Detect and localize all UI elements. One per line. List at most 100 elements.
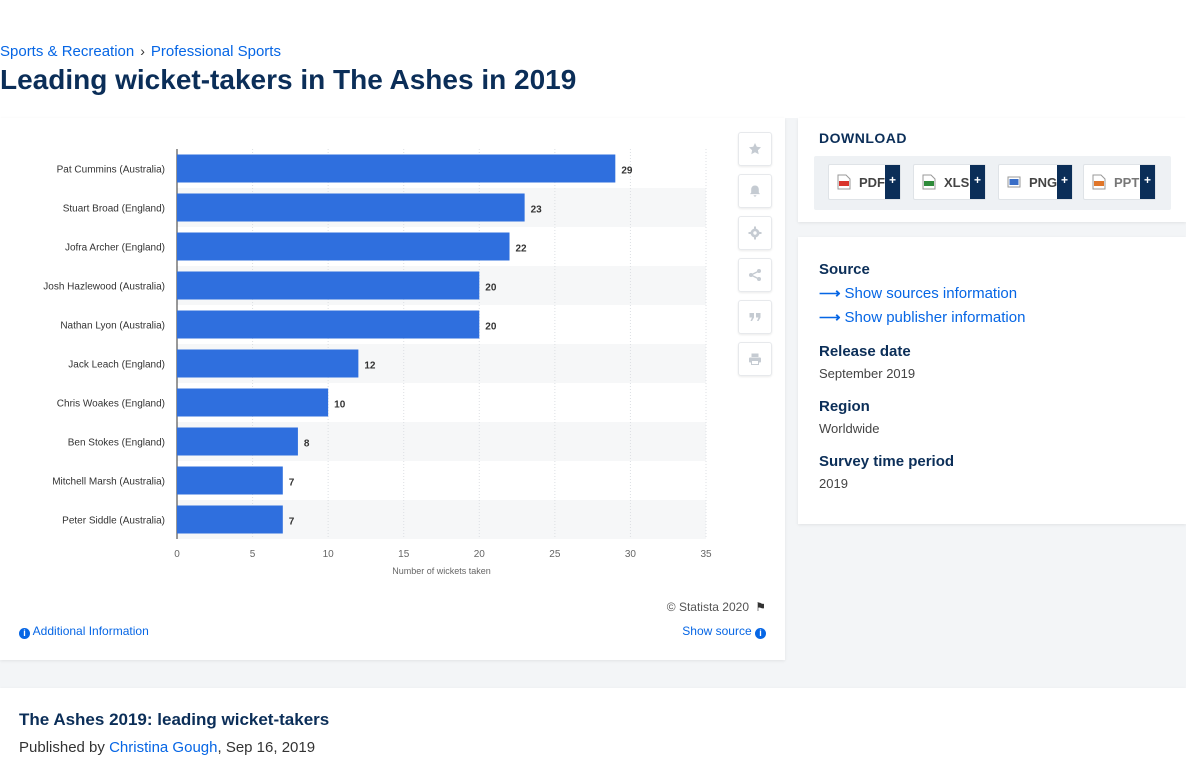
bar [177, 388, 329, 417]
ppt-file-icon [1092, 174, 1106, 190]
breadcrumb-separator-icon: › [140, 43, 145, 59]
x-tick-label: 30 [625, 549, 637, 560]
category-label: Peter Siddle (Australia) [62, 516, 165, 527]
xls-file-icon [922, 174, 936, 190]
additional-information-link[interactable]: i Additional Information [19, 624, 149, 639]
cite-button[interactable] [738, 300, 772, 334]
x-tick-label: 20 [474, 549, 486, 560]
data-label: 20 [485, 283, 497, 294]
show-sources-link[interactable]: ⟶ Show sources information [819, 284, 1017, 302]
article-card: The Ashes 2019: leading wicket-takers Pu… [0, 688, 1186, 760]
png-plus-icon[interactable]: + [1057, 165, 1072, 199]
copyright-text: © Statista 2020 [666, 600, 749, 614]
download-card: DOWNLOAD PDF + XLS + PNG + PPT + [798, 118, 1186, 222]
show-sources-label: Show sources information [844, 285, 1018, 302]
x-tick-label: 0 [174, 549, 180, 560]
release-date-heading: Release date [819, 343, 911, 360]
data-label: 20 [485, 322, 497, 333]
print-icon [749, 353, 761, 365]
category-label: Pat Cummins (Australia) [57, 165, 165, 176]
breadcrumb-parent-link[interactable]: Sports & Recreation [0, 43, 135, 60]
download-title: DOWNLOAD [819, 130, 907, 146]
download-xls-button[interactable]: XLS + [913, 164, 986, 200]
bar [177, 271, 480, 300]
bar [177, 232, 510, 261]
category-label: Josh Hazlewood (Australia) [43, 282, 165, 293]
share-button[interactable] [738, 258, 772, 292]
download-ppt-button[interactable]: PPT + [1083, 164, 1156, 200]
statistic-meta-card: Source ⟶ Show sources information ⟶ Show p… [798, 237, 1186, 524]
chart-card: Pat Cummins (Australia) 29 Stuart Broad (E… [0, 118, 785, 660]
show-source-link[interactable]: Show source i [682, 624, 766, 639]
pdf-label: PDF [859, 174, 885, 190]
published-by-label: Published by [19, 739, 105, 756]
page-title: Leading wicket-takers in The Ashes in 20… [0, 64, 577, 95]
flag-icon[interactable]: ⚑ [755, 600, 766, 614]
pdf-plus-icon[interactable]: + [885, 165, 900, 199]
bar [177, 310, 480, 339]
x-tick-label: 35 [700, 549, 712, 560]
data-label: 8 [304, 439, 310, 450]
bar [177, 505, 283, 534]
show-publisher-link[interactable]: ⟶ Show publisher information [819, 308, 1025, 326]
data-label: 23 [531, 205, 543, 216]
category-label: Stuart Broad (England) [63, 204, 165, 215]
download-buttons: PDF + XLS + PNG + PPT + [814, 156, 1171, 210]
notification-button[interactable] [738, 174, 772, 208]
byline: Published by Christina Gough, Sep 16, 20… [19, 739, 315, 756]
breadcrumb-child-link[interactable]: Professional Sports [150, 43, 281, 60]
data-label: 12 [364, 361, 376, 372]
source-heading: Source [819, 261, 870, 278]
data-label: 7 [289, 517, 295, 528]
download-pdf-button[interactable]: PDF + [828, 164, 901, 200]
category-label: Ben Stokes (England) [68, 438, 165, 449]
category-label: Jack Leach (England) [68, 360, 165, 371]
show-source-label: Show source [682, 624, 752, 638]
xls-plus-icon[interactable]: + [970, 165, 985, 199]
article-title: The Ashes 2019: leading wicket-takers [19, 710, 330, 729]
author-link[interactable]: Christina Gough [109, 739, 218, 756]
png-label: PNG [1029, 174, 1058, 190]
bell-icon [750, 185, 760, 197]
quote-icon [749, 313, 761, 321]
data-label: 10 [334, 400, 346, 411]
bar [177, 427, 298, 456]
x-tick-label: 10 [323, 549, 335, 560]
bar-chart: Pat Cummins (Australia) 29 Stuart Broad (E… [43, 149, 712, 576]
settings-button[interactable] [738, 216, 772, 250]
release-date-value: September 2019 [819, 366, 916, 381]
x-tick-label: 5 [250, 549, 256, 560]
publish-date: , Sep 16, 2019 [217, 739, 316, 756]
gear-icon [748, 226, 762, 240]
share-icon [749, 269, 761, 281]
print-button[interactable] [738, 342, 772, 376]
bar [177, 349, 359, 378]
xls-label: XLS [944, 174, 970, 190]
survey-period-value: 2019 [819, 476, 848, 491]
download-png-button[interactable]: PNG + [998, 164, 1073, 200]
top-band [0, 0, 1186, 118]
favorite-button[interactable] [738, 132, 772, 166]
category-label: Jofra Archer (England) [65, 243, 165, 254]
info-icon: i [755, 628, 766, 639]
region-value: Worldwide [819, 421, 880, 436]
arrow-right-icon: ⟶ [819, 285, 841, 302]
category-label: Mitchell Marsh (Australia) [52, 477, 165, 488]
x-tick-label: 15 [398, 549, 410, 560]
data-label: 7 [289, 478, 295, 489]
category-label: Chris Woakes (England) [57, 399, 165, 410]
info-icon: i [19, 628, 30, 639]
x-axis-title: Number of wickets taken [392, 566, 491, 576]
ppt-label: PPT [1114, 174, 1140, 190]
region-heading: Region [819, 398, 870, 415]
show-publisher-label: Show publisher information [844, 309, 1026, 326]
ppt-plus-icon[interactable]: + [1140, 165, 1155, 199]
breadcrumb: Sports & Recreation › Professional Sports [0, 43, 281, 60]
data-label: 22 [516, 244, 528, 255]
bar [177, 154, 616, 183]
bar [177, 193, 525, 222]
additional-information-label: Additional Information [32, 624, 149, 638]
survey-period-heading: Survey time period [819, 453, 955, 470]
arrow-right-icon: ⟶ [819, 309, 841, 326]
star-icon [749, 143, 761, 155]
